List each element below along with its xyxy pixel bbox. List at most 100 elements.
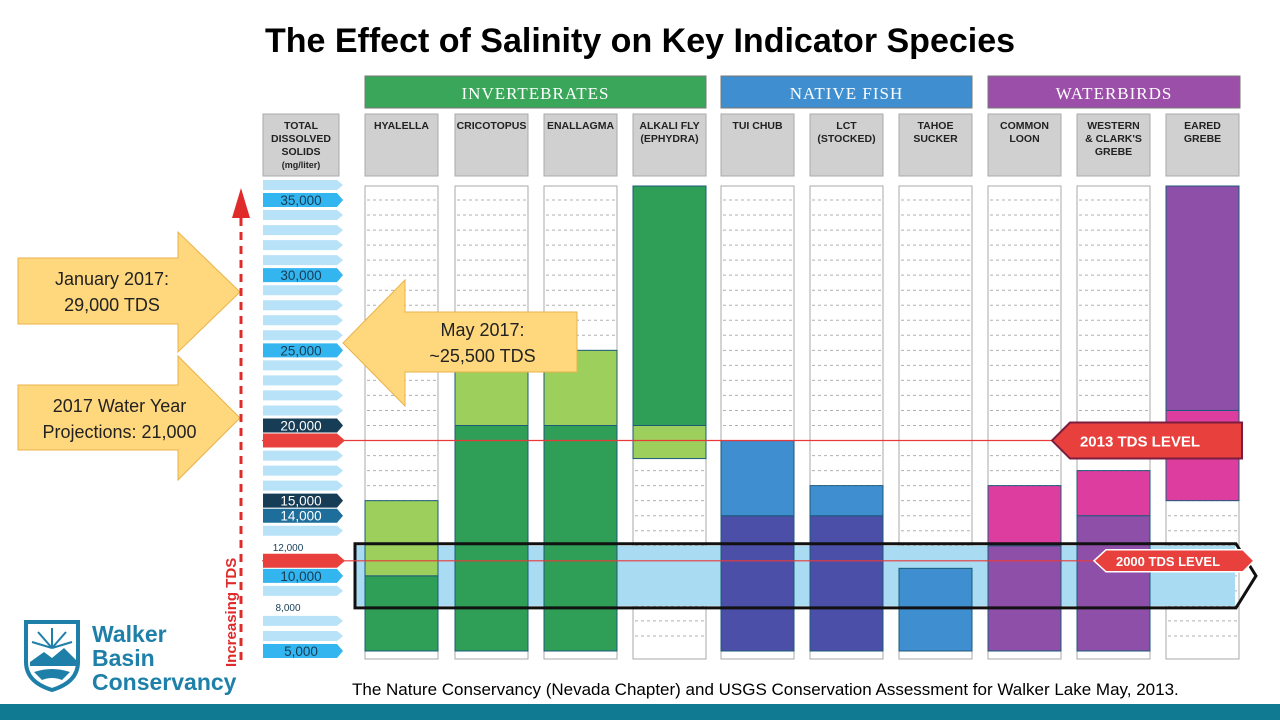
bar-1-0	[454, 425, 529, 652]
logo-emblem-icon	[24, 620, 80, 693]
axis-tick-label: 15,000	[280, 494, 321, 509]
species-header-2	[543, 113, 618, 177]
bar-6-0	[898, 567, 973, 652]
species-header-9	[1165, 113, 1240, 177]
species-header-4	[720, 113, 795, 177]
tds-2000-band-outline	[353, 542, 1258, 610]
axis-tick-shape	[263, 360, 343, 371]
callout-water-year-line1: 2017 Water Year	[52, 396, 187, 416]
axis-tick-shape	[263, 525, 343, 536]
species-label-3-0: ALKALI FLY	[639, 120, 699, 132]
callout-water-year-arrow	[17, 354, 241, 482]
callout-may-2017-line1: May 2017:	[440, 320, 525, 340]
axis-tick-shape	[263, 493, 343, 508]
bar-4-1	[720, 440, 795, 517]
axis-tick-label: 5,000	[284, 644, 318, 659]
species-label-6-0: TAHOE	[918, 120, 954, 132]
species-label-0-0: HYALELLA	[374, 120, 429, 132]
species-label-6-1: SUCKER	[913, 133, 958, 145]
species-label-7-0: COMMON	[1000, 120, 1049, 132]
species-label-8-1: & CLARK'S	[1085, 133, 1142, 145]
species-label-5-1: (STOCKED)	[817, 133, 875, 145]
axis-tick-shape	[263, 240, 343, 251]
slide-title: The Effect of Salinity on Key Indicator …	[264, 22, 1016, 60]
axis-tick-shape	[263, 465, 343, 476]
source-citation: The Nature Conservancy (Nevada Chapter) …	[352, 680, 1179, 699]
callout-jan-2017: January 2017: 29,000 TDS	[22, 266, 202, 318]
bar-7-0	[987, 545, 1062, 652]
axis-tick-shape	[263, 598, 343, 613]
axis-header-1: DISSOLVED	[271, 133, 331, 145]
bar-8-0	[1076, 515, 1151, 652]
species-header-8	[1076, 113, 1151, 177]
axis-tick-shape	[263, 538, 343, 553]
axis-tick-shape	[263, 418, 343, 433]
group-header-0	[364, 75, 707, 109]
bar-9-1	[1165, 185, 1240, 411]
axis-tick-label: 20,000	[280, 419, 321, 434]
species-label-9-1: GREBE	[1184, 133, 1221, 145]
group-label-0: INVERTEBRATES	[462, 84, 610, 103]
level-badge-2013-label: 2013 TDS LEVEL	[1080, 434, 1200, 451]
walker-basin-logo: Walker Basin Conservancy	[22, 618, 252, 698]
axis-tick-shape	[263, 330, 343, 341]
axis-tick-label: 8,000	[275, 603, 300, 614]
species-header-6	[898, 113, 973, 177]
species-label-7-1: LOON	[1009, 133, 1039, 145]
callout-water-year: 2017 Water Year Projections: 21,000	[22, 393, 217, 445]
axis-tick-shape	[263, 405, 343, 416]
axis-tick-shape	[263, 375, 343, 386]
species-header-7	[987, 113, 1062, 177]
axis-tick-shape	[263, 193, 343, 207]
increasing-tds-label: Increasing TDS	[223, 558, 240, 667]
species-header-3	[632, 113, 707, 177]
logo-text: Walker Basin Conservancy	[92, 622, 236, 694]
axis-tick-shape	[263, 390, 343, 401]
axis-tick-shape	[263, 568, 343, 583]
axis-tick-label: 14,000	[280, 509, 321, 524]
species-header-5	[809, 113, 884, 177]
group-header-1	[720, 75, 973, 109]
axis-tick-shape	[263, 285, 343, 296]
increasing-tds-arrowhead	[232, 188, 250, 218]
species-label-3-1: (EPHYDRA)	[640, 133, 698, 145]
callout-jan-2017-line1: January 2017:	[54, 269, 170, 289]
logo-line-3: Conservancy	[92, 669, 237, 695]
callout-may-2017-arrow	[342, 278, 578, 408]
callout-jan-2017-arrow	[17, 230, 241, 354]
axis-tick-shape	[263, 315, 343, 326]
bar-0-0	[364, 575, 439, 652]
level-badge-2013	[1050, 421, 1243, 460]
footer-bar	[0, 704, 1280, 720]
species-header-1	[454, 113, 529, 177]
axis-level-marker-1	[263, 553, 345, 568]
axis-level-marker-0	[263, 433, 345, 448]
species-label-9-0: EARED	[1184, 120, 1221, 132]
callout-jan-2017-line2: 29,000 TDS	[64, 295, 160, 315]
axis-tick-label: 10,000	[280, 569, 321, 584]
axis-tick-shape	[263, 179, 343, 190]
axis-tick-shape	[263, 585, 343, 596]
axis-header-2: SOLIDS	[281, 146, 320, 158]
bar-0-1	[364, 500, 439, 577]
group-label-1: NATIVE FISH	[790, 84, 903, 103]
bar-3-1	[632, 185, 707, 426]
axis-header-box	[262, 113, 340, 177]
bar-7-1	[987, 485, 1062, 547]
axis-tick-label: 35,000	[280, 193, 321, 208]
species-label-5-0: LCT	[836, 120, 857, 132]
axis-tick-shape	[263, 268, 343, 283]
species-label-8-2: GREBE	[1095, 146, 1132, 158]
axis-header-3: (mg/liter)	[282, 160, 321, 170]
logo-line-1: Walker	[92, 621, 167, 647]
axis-tick-shape	[263, 615, 343, 626]
species-label-2-0: ENALLAGMA	[547, 120, 614, 132]
bar-8-1	[1076, 470, 1151, 517]
axis-tick-label: 30,000	[280, 268, 321, 283]
axis-tick-shape	[263, 450, 343, 461]
group-header-2	[987, 75, 1241, 109]
callout-may-2017-line2: ~25,500 TDS	[429, 346, 536, 366]
axis-tick-shape	[263, 225, 343, 236]
